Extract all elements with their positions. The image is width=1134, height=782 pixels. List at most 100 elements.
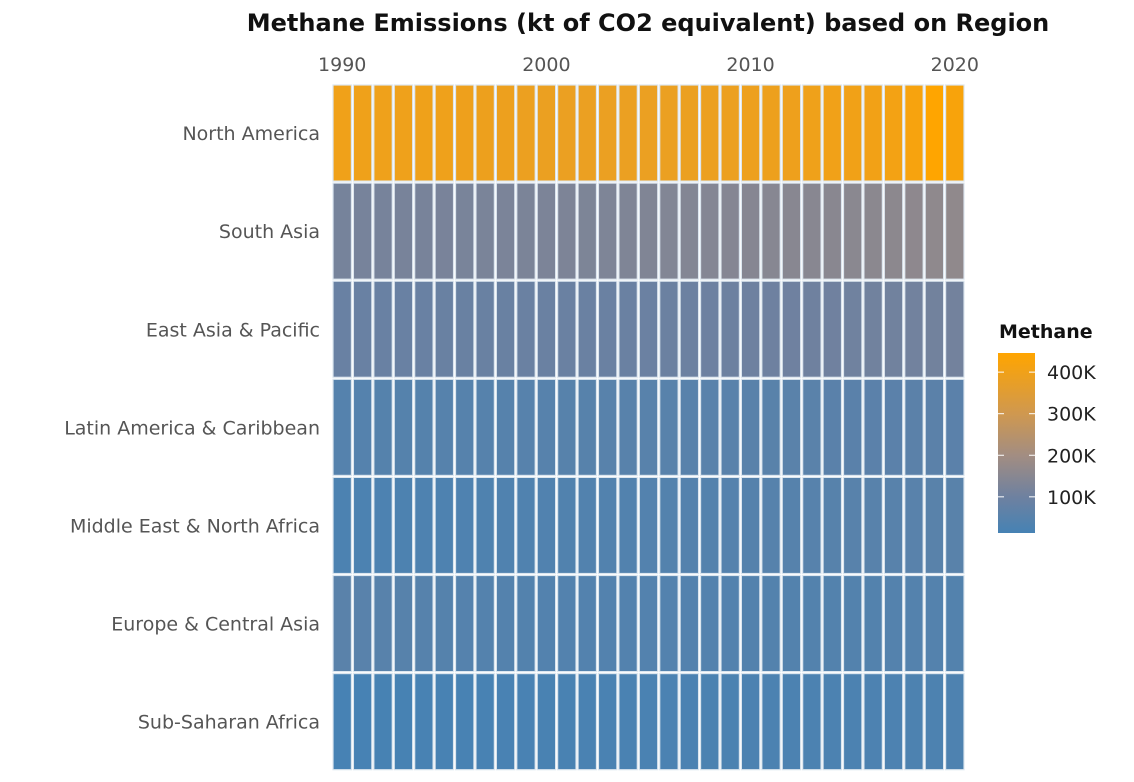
heatmap-cell: [761, 84, 781, 182]
heatmap-cell: [924, 84, 945, 182]
heatmap-row: [332, 378, 965, 476]
heatmap-cell: [802, 280, 822, 378]
legend-tick-label: 300K: [1047, 404, 1096, 426]
heatmap-cell: [863, 280, 883, 378]
legend-colorbar: [998, 353, 1035, 533]
heatmap-cell: [393, 84, 414, 182]
heatmap-cell: [352, 182, 373, 280]
heatmap-cell: [761, 672, 781, 771]
heatmap-cell: [618, 672, 638, 771]
heatmap-cell: [802, 476, 822, 575]
heatmap-cell: [904, 182, 924, 280]
heatmap-cell: [720, 280, 740, 378]
heatmap-cell: [822, 280, 843, 378]
heatmap-cell: [332, 672, 353, 771]
heatmap-cell: [414, 182, 434, 280]
heatmap-cell: [557, 574, 577, 673]
heatmap-cell: [638, 476, 659, 575]
heatmap-cell: [393, 574, 414, 673]
color-legend: Methane 400K 300K 200K 100K: [998, 321, 1096, 533]
heatmap-cell: [699, 476, 720, 575]
heatmap-cell: [944, 182, 965, 280]
x-tick-label: 1990: [318, 54, 366, 76]
heatmap-cell: [597, 378, 618, 476]
heatmap-cell: [761, 476, 781, 575]
heatmap-cell: [332, 476, 353, 575]
heatmap-cell: [475, 672, 495, 771]
heatmap-cell: [414, 378, 434, 476]
heatmap-cell: [516, 84, 536, 182]
heatmap-cell: [618, 378, 638, 476]
heatmap-cell: [475, 574, 495, 673]
heatmap-cell: [863, 182, 883, 280]
heatmap-cell: [944, 574, 965, 673]
heatmap-cell: [618, 84, 638, 182]
heatmap-cell: [618, 182, 638, 280]
heatmap-cell: [822, 672, 843, 771]
heatmap-cell: [454, 574, 475, 673]
heatmap-cell: [434, 84, 455, 182]
heatmap-cell: [883, 182, 904, 280]
legend-tick-label: 200K: [1047, 445, 1096, 467]
heatmap-cell: [434, 182, 455, 280]
heatmap-cell: [332, 84, 353, 182]
heatmap-cell: [393, 672, 414, 771]
heatmap-row: [332, 182, 965, 280]
heatmap-cell: [720, 574, 740, 673]
heatmap-cell: [597, 476, 618, 575]
legend-title: Methane: [999, 321, 1093, 343]
heatmap-cell: [393, 378, 414, 476]
heatmap-cell: [373, 280, 393, 378]
heatmap-cell: [516, 280, 536, 378]
heatmap-cell: [720, 84, 740, 182]
heatmap-cell: [495, 574, 516, 673]
heatmap-cell: [373, 378, 393, 476]
heatmap-cell: [393, 280, 414, 378]
heatmap-cell: [679, 280, 700, 378]
heatmap-cell: [944, 280, 965, 378]
heatmap-cell: [924, 378, 945, 476]
heatmap-cell: [434, 378, 455, 476]
heatmap-cell: [863, 672, 883, 771]
heatmap-cell: [332, 280, 353, 378]
heatmap-cell: [536, 378, 557, 476]
heatmap-cell: [434, 574, 455, 673]
heatmap-cell: [659, 182, 679, 280]
heatmap-row: [332, 672, 965, 771]
heatmap-cell: [516, 672, 536, 771]
heatmap-cell: [475, 476, 495, 575]
heatmap-cell: [577, 574, 598, 673]
x-tick-label: 2000: [522, 54, 570, 76]
heatmap-cell: [495, 378, 516, 476]
heatmap-cell: [802, 84, 822, 182]
heatmap-cell: [924, 280, 945, 378]
heatmap-cell: [373, 84, 393, 182]
heatmap-cell: [863, 574, 883, 673]
heatmap-cell: [597, 672, 618, 771]
heatmap-cell: [781, 672, 802, 771]
legend-tick-label: 400K: [1047, 362, 1096, 384]
heatmap-cell: [618, 574, 638, 673]
heatmap-cell: [557, 378, 577, 476]
heatmap-cell: [454, 182, 475, 280]
heatmap-cell: [373, 574, 393, 673]
heatmap-cell: [720, 182, 740, 280]
heatmap-cell: [679, 672, 700, 771]
heatmap-cell: [904, 574, 924, 673]
heatmap-cell: [434, 672, 455, 771]
heatmap-cell: [495, 84, 516, 182]
heatmap-cell: [699, 378, 720, 476]
heatmap-cell: [557, 84, 577, 182]
heatmap-cell: [699, 574, 720, 673]
heatmap-cell: [781, 84, 802, 182]
heatmap-cell: [802, 378, 822, 476]
heatmap-cell: [904, 672, 924, 771]
heatmap-cell: [536, 84, 557, 182]
heatmap-cell: [904, 280, 924, 378]
heatmap-cell: [597, 574, 618, 673]
heatmap-cell: [352, 476, 373, 575]
heatmap-cell: [944, 84, 965, 182]
heatmap-cell: [577, 476, 598, 575]
heatmap-cell: [802, 574, 822, 673]
heatmap-cell: [414, 280, 434, 378]
